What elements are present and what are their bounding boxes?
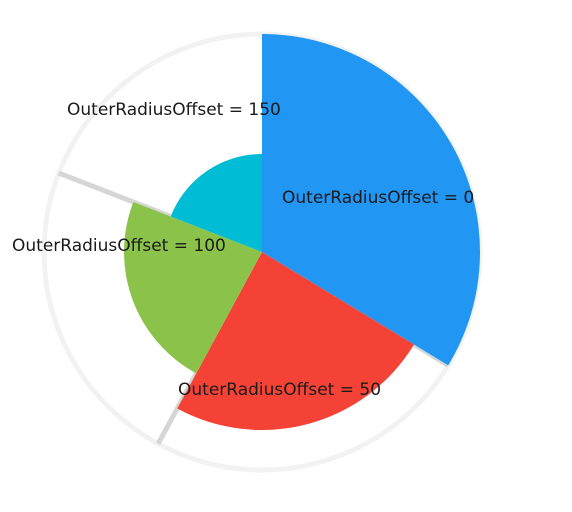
pie-slice-2[interactable] — [123, 202, 262, 374]
slice-label-0: OuterRadiusOffset = 0 — [282, 188, 474, 208]
pie-slice-3[interactable] — [170, 154, 262, 252]
slice-label-3: OuterRadiusOffset = 150 — [67, 100, 281, 120]
slice-separator-3 — [57, 170, 172, 219]
pie-slice-0[interactable] — [262, 34, 480, 366]
slice-label-2: OuterRadiusOffset = 100 — [12, 236, 226, 256]
slice-label-1: OuterRadiusOffset = 50 — [178, 380, 381, 400]
pie-slice-1[interactable] — [177, 252, 415, 430]
